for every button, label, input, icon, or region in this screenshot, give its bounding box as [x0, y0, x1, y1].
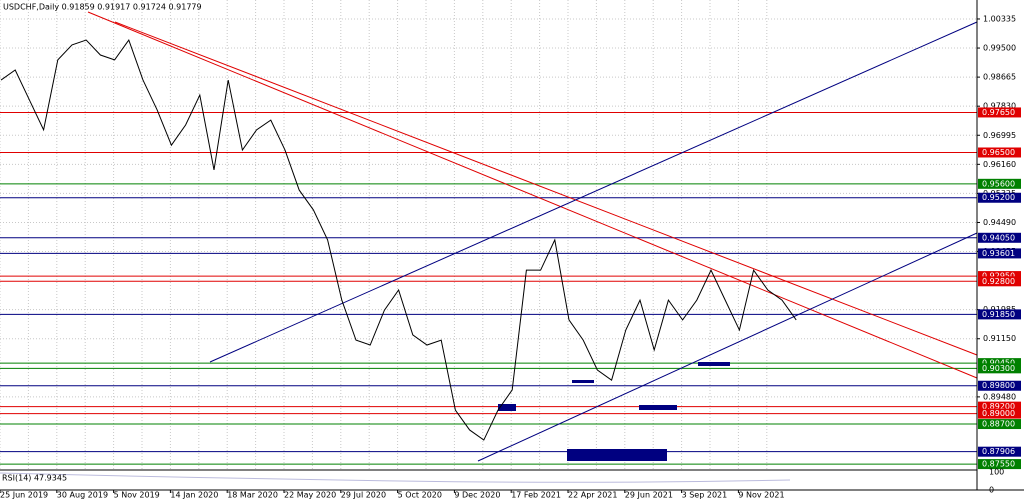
x-tick-label: 29 Jun 2021: [625, 491, 673, 500]
y-tick-label: 0.99500: [983, 44, 1016, 53]
price-line: [0, 38, 797, 441]
x-tick-label: 22 Apr 2021: [568, 491, 617, 500]
drawings: [87, 11, 978, 462]
level-label-box: [978, 419, 1021, 430]
channel-line: [209, 21, 978, 363]
level-label: 0.89200: [982, 402, 1015, 411]
level-label-box: [978, 147, 1021, 158]
x-tick-label: 29 Jul 2020: [341, 491, 386, 500]
x-tick-label: 5 Oct 2020: [398, 491, 442, 500]
trend-line: [114, 21, 978, 356]
zone: [572, 380, 594, 383]
x-tick-label: 30 Aug 2019: [57, 491, 108, 500]
level-label: 0.94050: [982, 233, 1015, 242]
rsi-label: RSI(14) 47.9345: [2, 474, 67, 483]
y-tick-label: 0.96995: [983, 131, 1016, 140]
x-tick-label: 14 Jan 2020: [170, 491, 218, 500]
series-layer: [0, 38, 797, 441]
x-tick-label: 3 Sep 2021: [682, 491, 728, 500]
y-tick-label: 0.96160: [983, 160, 1016, 169]
y-tick-label: 0.97830: [983, 102, 1016, 111]
rsi-line: [0, 472, 791, 483]
rsi-tick-label: 0: [989, 486, 994, 495]
level-label-box: [978, 401, 1021, 412]
y-tick-label: 0.94490: [983, 218, 1016, 227]
level-label: 0.87550: [982, 460, 1015, 469]
y-tick-label: 0.98665: [983, 73, 1016, 82]
level-label-box: [978, 107, 1021, 118]
zone: [698, 362, 730, 366]
level-label: 0.89800: [982, 381, 1015, 390]
zone: [498, 404, 516, 411]
level-label: 0.88700: [982, 420, 1015, 429]
level-label: 0.89000: [982, 409, 1015, 418]
rsi-tick-label: 100: [989, 468, 1004, 477]
x-tick-label: 18 Mar 2020: [227, 491, 278, 500]
level-label: 0.96500: [982, 148, 1015, 157]
label-layer: 1.00335 0.99500 0.98665 0.97830 0.96995 0.961…: [0, 14, 1021, 500]
x-tick-label: 17 Feb 2021: [511, 491, 561, 500]
x-tick-label: 5 Nov 2019: [114, 491, 160, 500]
trend-line: [87, 11, 978, 379]
level-label-box: [978, 446, 1021, 457]
level-label-box: [978, 192, 1021, 203]
chart-title: USDCHF,Daily 0.91859 0.91917 0.91724 0.9…: [3, 3, 202, 12]
x-tick-label: 25 Jun 2019: [0, 491, 48, 500]
level-label: 0.92950: [982, 272, 1015, 281]
level-label: 0.92800: [982, 277, 1015, 286]
level-label: 0.87906: [982, 447, 1015, 456]
level-label-box: [978, 178, 1021, 189]
level-label-box: [978, 232, 1021, 243]
y-tick-label: 0.89480: [983, 392, 1016, 401]
zone: [567, 449, 667, 461]
level-layer: [0, 111, 977, 465]
x-tick-label: 9 Dec 2020: [454, 491, 500, 500]
level-label: 0.97650: [982, 108, 1015, 117]
level-label-box: [978, 380, 1021, 391]
level-label: 0.90450: [982, 359, 1015, 368]
level-label-box: [978, 408, 1021, 419]
level-label-box: [978, 358, 1021, 369]
level-label-box: [978, 459, 1021, 470]
level-label-box: [978, 276, 1021, 287]
channel-line: [477, 232, 978, 462]
zone: [639, 405, 677, 410]
y-tick-label: 1.00335: [983, 14, 1016, 23]
level-label-box: [978, 363, 1021, 374]
x-tick-label: 22 May 2020: [284, 491, 336, 500]
y-tick-label: 0.91150: [983, 334, 1016, 343]
level-label-box: [978, 309, 1021, 320]
level-label: 0.95600: [982, 179, 1015, 188]
level-label: 0.95200: [982, 193, 1015, 202]
level-label-box: [978, 271, 1021, 282]
level-label: 0.90300: [982, 364, 1015, 373]
level-label-box: [978, 248, 1021, 259]
level-label: 0.93601: [982, 249, 1015, 258]
x-tick-label: 9 Nov 2021: [738, 491, 784, 500]
level-label: 0.91850: [982, 310, 1015, 319]
